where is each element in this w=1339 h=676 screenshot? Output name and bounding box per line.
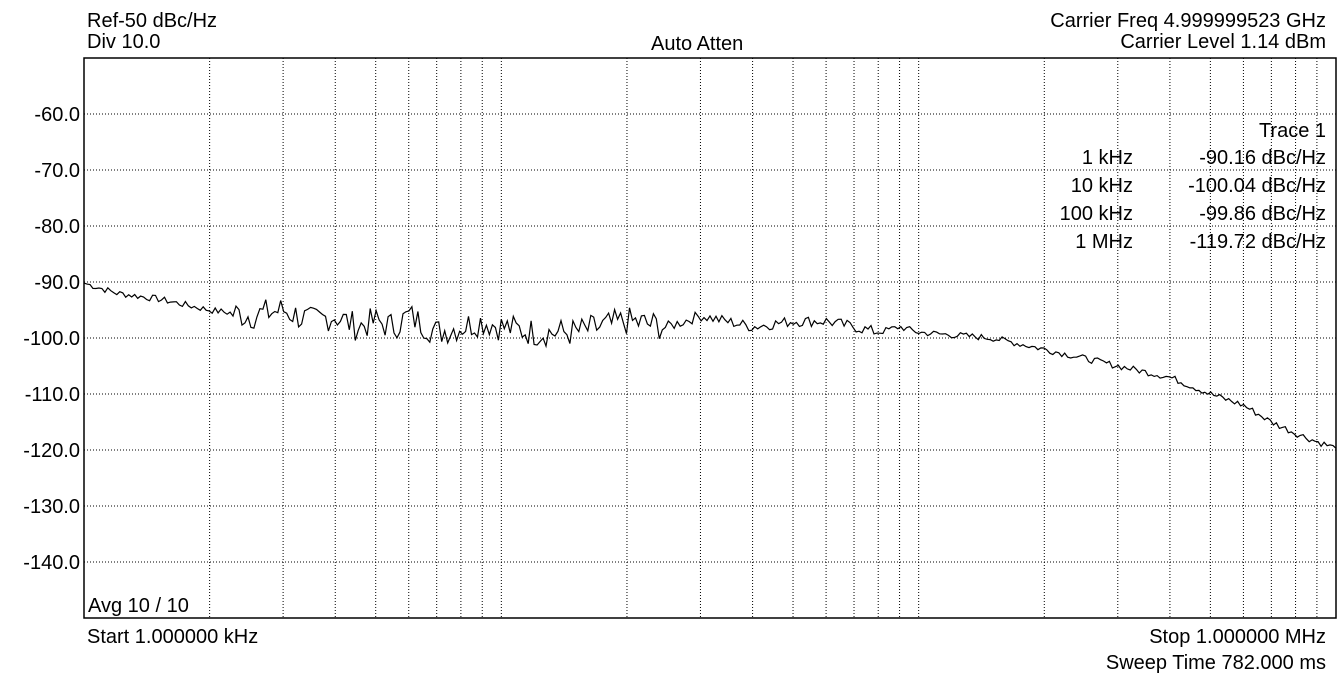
- marker-offset-2: 10 kHz: [1070, 175, 1133, 197]
- sweep-time-label: Sweep Time 782.000 ms: [1105, 652, 1326, 674]
- y-tick-label: -110.0: [25, 384, 80, 406]
- y-tick-label: -130.0: [23, 496, 80, 518]
- y-tick-label: -60.0: [34, 104, 80, 126]
- marker-value-3: -99.86 dBc/Hz: [1199, 203, 1326, 225]
- start-freq-label: Start 1.000000 kHz: [87, 626, 259, 648]
- plot-frame: [83, 57, 1337, 619]
- carrier-freq-label: Carrier Freq 4.999999523 GHz: [1050, 10, 1326, 32]
- y-tick-label: -80.0: [34, 216, 80, 238]
- marker-table-title: Trace 1: [1258, 120, 1326, 142]
- atten-label: Auto Atten: [651, 33, 744, 55]
- marker-offset-1: 1 kHz: [1081, 147, 1133, 169]
- y-tick-label: -100.0: [23, 328, 80, 350]
- marker-value-4: -119.72 dBc/Hz: [1189, 231, 1326, 253]
- marker-offset-3: 100 kHz: [1059, 203, 1133, 225]
- marker-offset-4: 1 MHz: [1075, 231, 1133, 253]
- marker-value-1: -90.16 dBc/Hz: [1199, 147, 1326, 169]
- marker-value-2: -100.04 dBc/Hz: [1188, 175, 1326, 197]
- avg-label: Avg 10 / 10: [88, 595, 189, 617]
- y-tick-label: -120.0: [23, 440, 80, 462]
- trace-1-line: [83, 282, 1337, 449]
- ref-level-label: Ref-50 dBc/Hz: [87, 10, 218, 32]
- div-scale-label: Div 10.0: [87, 31, 161, 53]
- carrier-level-label: Carrier Level 1.14 dBm: [1120, 31, 1326, 53]
- stop-freq-label: Stop 1.000000 MHz: [1149, 626, 1326, 648]
- y-tick-label: -140.0: [23, 552, 80, 574]
- y-tick-label: -70.0: [34, 160, 80, 182]
- y-tick-label: -90.0: [34, 272, 80, 294]
